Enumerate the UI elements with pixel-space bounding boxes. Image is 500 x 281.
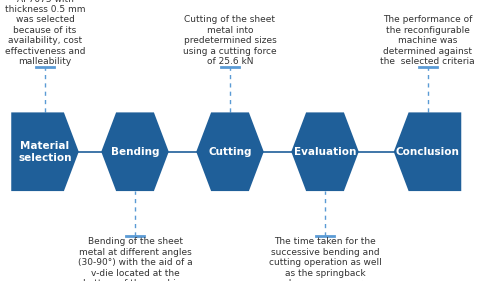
Polygon shape [11,112,79,191]
Text: Al 7075 with
thickness 0.5 mm
was selected
because of its
availability, cost
eff: Al 7075 with thickness 0.5 mm was select… [5,0,85,66]
Text: Bending of the sheet
metal at different angles
(30-90°) with the aid of a
v-die : Bending of the sheet metal at different … [78,237,192,281]
Text: The time taken for the
successive bending and
cutting operation as well
as the s: The time taken for the successive bendin… [268,237,382,281]
Polygon shape [101,112,169,191]
Text: Conclusion: Conclusion [396,147,460,157]
Text: Cutting: Cutting [208,147,252,157]
Text: Evaluation: Evaluation [294,147,356,157]
Polygon shape [196,112,264,191]
Text: Material
selection: Material selection [18,141,72,162]
Polygon shape [291,112,359,191]
Polygon shape [394,112,461,191]
Text: Cutting of the sheet
metal into
predetermined sizes
using a cutting force
of 25.: Cutting of the sheet metal into predeter… [183,15,277,66]
Text: Bending: Bending [111,147,159,157]
Text: The performance of
the reconfigurable
machine was
determined against
the  select: The performance of the reconfigurable ma… [380,15,475,66]
